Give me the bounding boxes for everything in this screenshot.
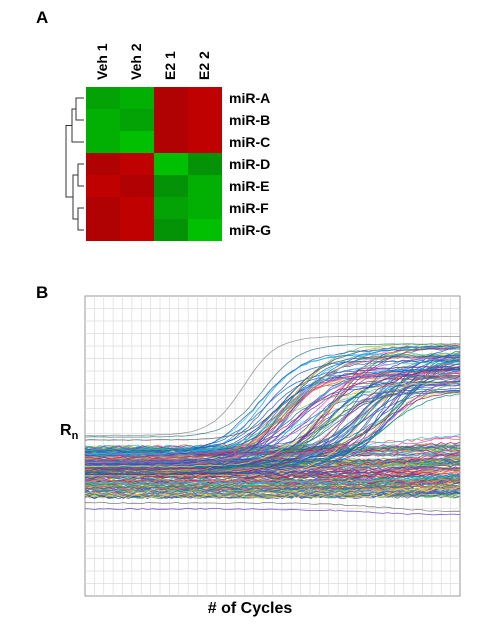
heatmap-cell	[188, 175, 222, 197]
amplification-curve	[84, 380, 461, 466]
amplification-curve	[84, 366, 461, 463]
amplification-curve	[84, 475, 461, 486]
heatmap-cell	[154, 175, 188, 197]
y-axis-label: Rn	[60, 422, 79, 443]
heatmap-cell	[154, 131, 188, 153]
heatmap-cell	[120, 197, 154, 219]
heatmap-cell	[188, 219, 222, 241]
amplification-curve	[84, 345, 461, 476]
amplification-curve	[84, 493, 461, 498]
dendrogram-branch	[72, 174, 78, 220]
heatmap-cell	[188, 131, 222, 153]
dendrogram-branch	[77, 207, 84, 231]
amplification-curve	[84, 490, 461, 495]
heatmap-cell	[154, 109, 188, 131]
amplification-curve	[84, 355, 461, 476]
amplification-curve	[84, 390, 461, 455]
heatmap-cell	[86, 175, 120, 197]
heatmap-cell	[154, 219, 188, 241]
heatmap-cell	[188, 197, 222, 219]
amplification-curve	[84, 483, 461, 488]
heatmap-cell	[120, 87, 154, 109]
dendrogram-branch	[71, 108, 84, 143]
amplification-curve	[85, 482, 461, 488]
amplification-curve	[84, 343, 461, 438]
dendrogram-branch	[77, 163, 84, 187]
heatmap-row-label: miR-C	[229, 134, 271, 150]
heatmap-cell	[120, 175, 154, 197]
x-axis-label: # of Cycles	[207, 600, 293, 617]
heatmap-row-label: miR-D	[229, 156, 271, 172]
heatmap-row-label: miR-G	[229, 222, 271, 238]
heatmap-cell	[154, 197, 188, 219]
heatmap-row-label: miR-A	[229, 90, 271, 106]
amplification-curve	[84, 508, 461, 516]
heatmap-cell	[120, 131, 154, 153]
amplification-curve	[84, 335, 461, 437]
amplification-curve	[84, 484, 461, 499]
amplification-curve	[84, 346, 461, 476]
heatmap-cell	[86, 109, 120, 131]
amplification-curve	[84, 478, 461, 483]
amplification-curve	[84, 346, 461, 455]
heatmap-row-label: miR-B	[229, 112, 271, 128]
panel-a-label: A	[36, 8, 49, 27]
amplification-curve	[84, 484, 461, 495]
amplification-curve	[84, 478, 461, 493]
heatmap-cell	[120, 109, 154, 131]
amplification-curve	[84, 374, 461, 463]
amplification-curve	[84, 374, 461, 467]
heatmap-cell	[86, 153, 120, 175]
amplification-curve	[84, 482, 461, 490]
heatmap-cell	[154, 153, 188, 175]
amplification-curve	[84, 446, 461, 451]
amplification-curve	[84, 491, 461, 500]
dendrogram-branch	[75, 97, 84, 121]
amplification-curve	[85, 393, 461, 469]
heatmap-cell	[120, 219, 154, 241]
amplification-curve	[84, 501, 461, 512]
heatmap-cell	[188, 87, 222, 109]
heatmap-cell	[86, 87, 120, 109]
amplification-curve	[85, 376, 461, 460]
heatmap-cell	[86, 219, 120, 241]
amplification-curve	[84, 482, 461, 496]
amplification-curve	[84, 359, 461, 452]
heatmap-row-label: miR-F	[229, 200, 269, 216]
dendrogram-branch	[65, 125, 73, 198]
amplification-curve	[84, 355, 461, 441]
heatmap-cell	[188, 153, 222, 175]
panel-b-label: B	[36, 283, 49, 302]
heatmap-cell	[120, 153, 154, 175]
heatmap-cell	[86, 131, 120, 153]
amplification-curve	[84, 373, 461, 472]
amplification-curve	[84, 351, 461, 469]
heatmap-cell	[188, 109, 222, 131]
heatmap-cell	[86, 197, 120, 219]
heatmap-cell	[154, 87, 188, 109]
amplification-curve	[84, 382, 461, 468]
heatmap-row-label: miR-E	[229, 178, 270, 194]
